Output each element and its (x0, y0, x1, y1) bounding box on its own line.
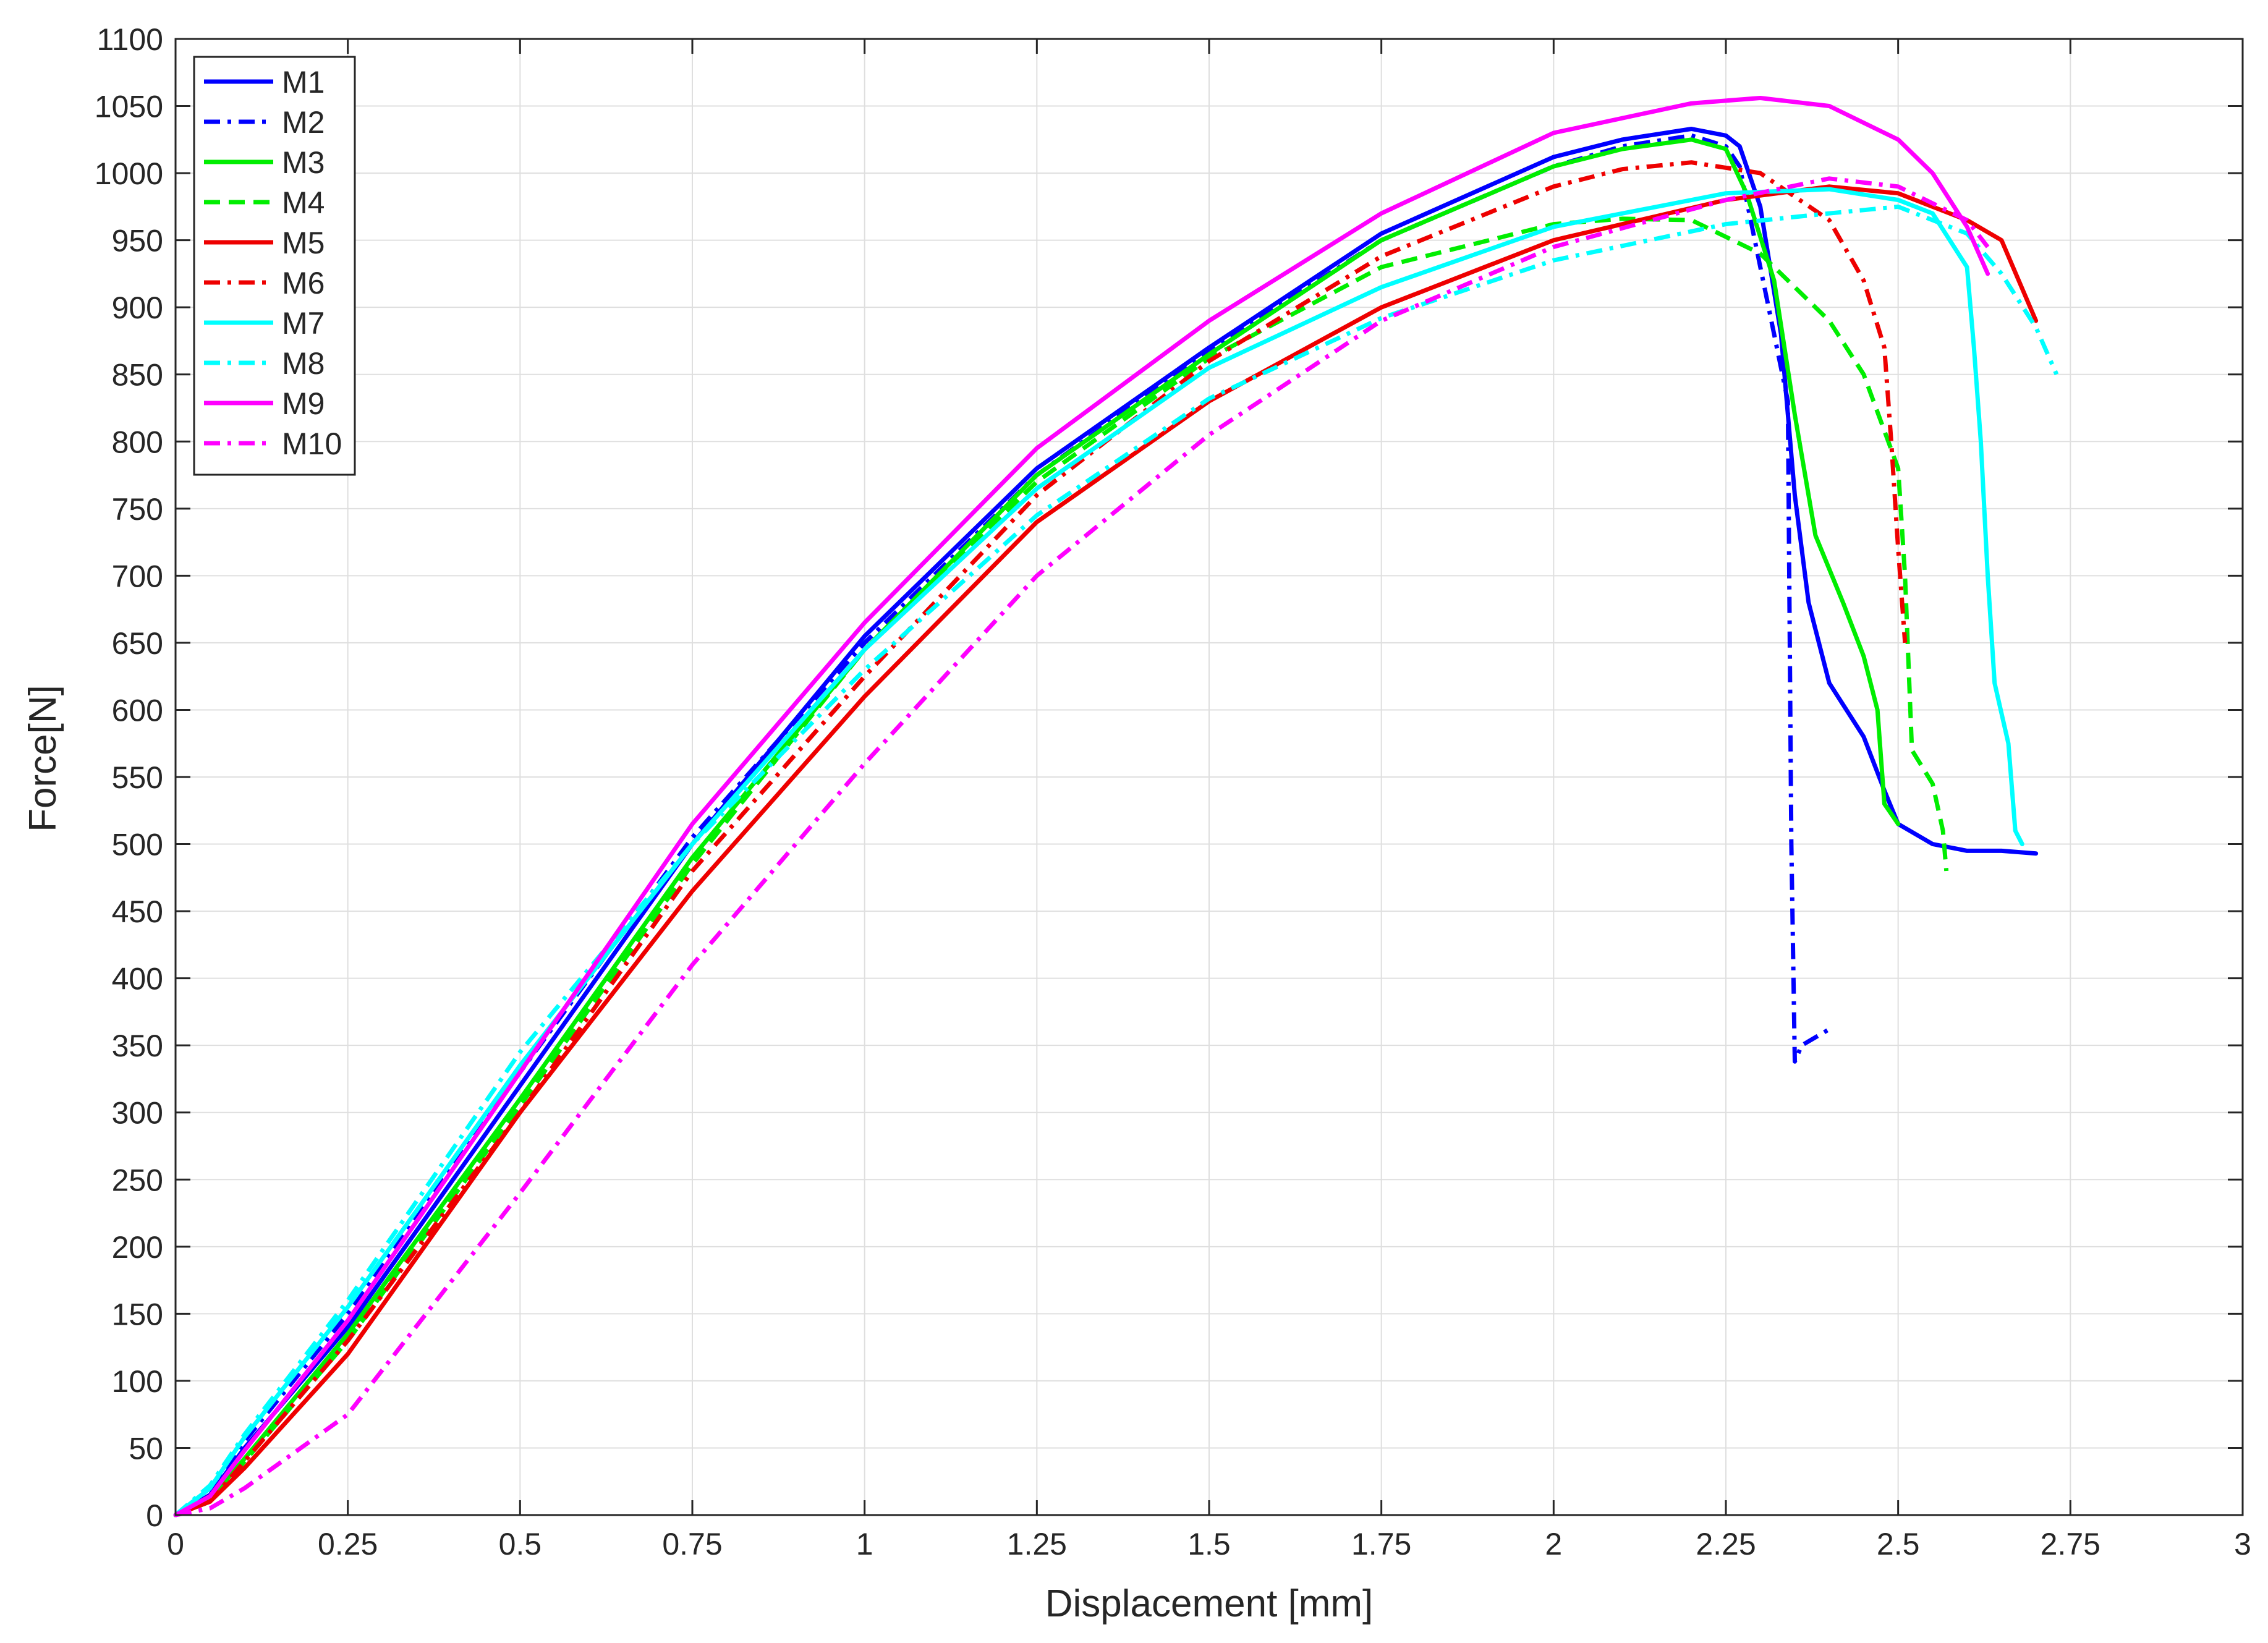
series-line-m9 (173, 96, 1990, 1518)
legend-label-m6: M6 (282, 266, 325, 300)
series-line-m6 (174, 160, 1908, 1518)
y-tick-label: 900 (112, 291, 163, 325)
x-axis-title: Displacement [mm] (1045, 1582, 1374, 1625)
x-tick-label: 1 (856, 1527, 873, 1561)
y-tick-label: 600 (112, 693, 163, 728)
x-tick-label: 2.25 (1696, 1527, 1756, 1561)
y-tick-label: 400 (112, 962, 163, 996)
y-tick-label: 350 (112, 1029, 163, 1063)
y-tick-label: 1000 (95, 156, 163, 191)
x-tick-label: 1.75 (1351, 1527, 1411, 1561)
legend-label-m3: M3 (282, 145, 325, 180)
y-tick-label: 1100 (96, 22, 163, 57)
series-line-m5 (173, 184, 2039, 1518)
y-tick-label: 700 (112, 559, 163, 593)
series-line-m8 (174, 204, 2059, 1517)
y-tick-label: 200 (112, 1230, 163, 1265)
x-tick-label: 0.75 (662, 1527, 722, 1561)
x-tick-label: 1.5 (1187, 1527, 1231, 1561)
legend-box (193, 56, 356, 476)
x-tick-label: 3 (2234, 1527, 2251, 1561)
y-tick-label: 300 (112, 1096, 163, 1131)
x-tick-label: 0 (167, 1527, 184, 1561)
x-tick-label: 0.25 (318, 1527, 378, 1561)
series-line-m2 (174, 133, 1830, 1517)
y-axis-title: Force[N] (22, 685, 64, 832)
series-line-m7 (173, 187, 2024, 1518)
series-line-m1 (173, 127, 2039, 1518)
y-tick-label: 500 (112, 828, 163, 862)
y-tick-label: 150 (112, 1297, 163, 1331)
series-line-m10 (175, 176, 1990, 1518)
legend-label-m8: M8 (282, 346, 325, 381)
legend-label-m9: M9 (282, 386, 325, 421)
y-tick-label: 650 (112, 626, 163, 661)
legend-label-m10: M10 (282, 427, 342, 461)
x-tick-label: 2 (1545, 1527, 1562, 1561)
legend-label-m7: M7 (282, 306, 325, 341)
y-tick-label: 950 (112, 224, 163, 258)
y-tick-label: 550 (112, 760, 163, 795)
x-tick-label: 2.75 (2041, 1527, 2100, 1561)
y-tick-label: 50 (129, 1431, 163, 1466)
plot-area-frame (174, 38, 2244, 1516)
series-line-m4 (174, 216, 1949, 1518)
y-tick-label: 1050 (95, 90, 163, 124)
y-tick-label: 800 (112, 425, 163, 459)
y-tick-label: 250 (112, 1163, 163, 1197)
legend-label-m5: M5 (282, 226, 325, 260)
legend-label-m4: M4 (282, 185, 325, 220)
x-tick-label: 2.5 (1877, 1527, 1920, 1561)
y-tick-label: 750 (112, 492, 163, 527)
y-tick-label: 850 (112, 358, 163, 393)
legend-label-m2: M2 (282, 105, 325, 140)
y-tick-label: 450 (112, 894, 163, 929)
y-tick-label: 0 (146, 1498, 163, 1533)
x-tick-label: 0.5 (499, 1527, 542, 1561)
y-tick-label: 100 (112, 1364, 163, 1399)
series-line-m3 (173, 137, 1901, 1518)
legend-label-m1: M1 (282, 65, 325, 100)
x-tick-label: 1.25 (1007, 1527, 1067, 1561)
